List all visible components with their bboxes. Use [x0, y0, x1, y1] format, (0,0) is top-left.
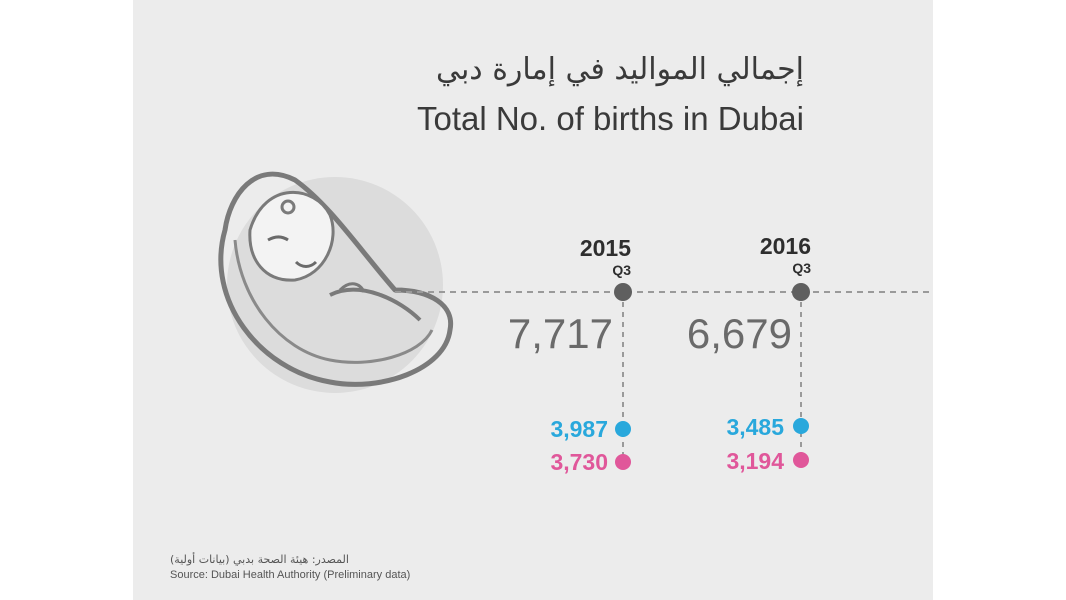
- girls-dot-2016: [793, 452, 809, 468]
- boys-value-2016: 3,485: [664, 414, 784, 441]
- quarter-label-2015: Q3: [571, 262, 631, 278]
- baby-illustration-icon: [221, 174, 451, 393]
- girls-value-2015: 3,730: [488, 449, 608, 476]
- source-arabic: المصدر: هيئة الصحة بدبي (بيانات أولية): [170, 553, 349, 566]
- timeline-node-2015: [614, 283, 632, 301]
- title-english: Total No. of births in Dubai: [417, 100, 804, 138]
- year-label-2016: 2016: [691, 233, 811, 260]
- total-value-2016: 6,679: [592, 310, 792, 358]
- total-value-2015: 7,717: [413, 310, 613, 358]
- girls-dot-2015: [615, 454, 631, 470]
- quarter-label-2016: Q3: [751, 260, 811, 276]
- boys-dot-2016: [793, 418, 809, 434]
- girls-value-2016: 3,194: [664, 448, 784, 475]
- year-label-2015: 2015: [511, 235, 631, 262]
- title-arabic: إجمالي المواليد في إمارة دبي: [436, 52, 804, 87]
- boys-value-2015: 3,987: [488, 416, 608, 443]
- source-english: Source: Dubai Health Authority (Prelimin…: [170, 569, 410, 581]
- timeline-node-2016: [792, 283, 810, 301]
- boys-dot-2015: [615, 421, 631, 437]
